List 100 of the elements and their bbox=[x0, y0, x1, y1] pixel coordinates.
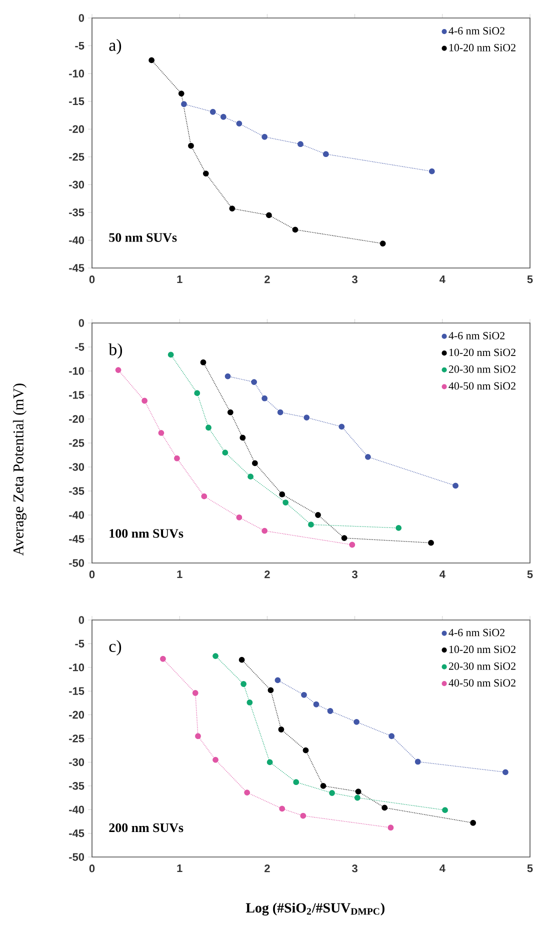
x-tick-label: 4 bbox=[440, 276, 446, 284]
annotation: c) bbox=[109, 640, 122, 656]
point bbox=[502, 769, 508, 776]
point bbox=[252, 460, 258, 466]
point bbox=[262, 528, 268, 534]
point bbox=[442, 807, 448, 814]
legend-label: 10-20 nm SiO2 bbox=[449, 44, 516, 52]
point bbox=[315, 512, 321, 518]
point bbox=[278, 726, 284, 732]
point bbox=[329, 790, 335, 796]
point bbox=[212, 653, 218, 659]
y-tick-label: -40 bbox=[69, 806, 84, 814]
y-tick-label: -30 bbox=[69, 758, 84, 766]
point bbox=[148, 57, 155, 64]
point bbox=[194, 390, 200, 396]
point bbox=[292, 226, 298, 233]
point bbox=[396, 525, 402, 531]
point bbox=[262, 395, 268, 402]
point bbox=[220, 114, 226, 120]
point bbox=[354, 794, 360, 801]
x-tick-label: 3 bbox=[352, 570, 358, 578]
point bbox=[266, 759, 273, 766]
point bbox=[142, 398, 148, 404]
point bbox=[244, 790, 250, 796]
point bbox=[364, 454, 371, 460]
annotation: 200 nm SUVs bbox=[109, 823, 184, 832]
y-tick-label: -50 bbox=[69, 853, 84, 861]
y-tick-label: 0 bbox=[78, 14, 84, 22]
point bbox=[322, 151, 329, 158]
x-tick-label: 3 bbox=[352, 276, 358, 284]
x-tick-label: 5 bbox=[527, 570, 533, 578]
point bbox=[279, 491, 286, 498]
y-tick-label: 0 bbox=[78, 616, 84, 624]
x-tick-label: 5 bbox=[527, 276, 533, 284]
point bbox=[349, 542, 356, 548]
point bbox=[428, 168, 435, 174]
annotation: 100 nm SUVs bbox=[110, 529, 184, 538]
point bbox=[304, 414, 310, 421]
point bbox=[388, 824, 394, 831]
point bbox=[277, 409, 284, 416]
x-tick-label: 0 bbox=[89, 864, 95, 872]
y-tick-label: -45 bbox=[69, 829, 84, 838]
y-tick-label: -10 bbox=[69, 367, 84, 375]
point bbox=[236, 514, 242, 520]
point bbox=[188, 142, 194, 149]
point bbox=[327, 708, 334, 714]
y-tick-label: -45 bbox=[69, 264, 84, 272]
y-tick-label: -20 bbox=[69, 125, 84, 133]
point bbox=[168, 352, 174, 358]
x-tick-label: 2 bbox=[264, 864, 270, 872]
point bbox=[238, 656, 245, 663]
point bbox=[212, 756, 218, 763]
point bbox=[240, 681, 246, 687]
point bbox=[227, 409, 234, 416]
y-tick-label: -5 bbox=[75, 42, 84, 50]
point bbox=[282, 500, 289, 506]
point bbox=[181, 101, 187, 108]
point bbox=[301, 692, 307, 698]
point bbox=[200, 359, 206, 366]
x-tick-label: 3 bbox=[352, 864, 358, 872]
point bbox=[160, 656, 166, 662]
annotation: 50 nm SUVs bbox=[109, 233, 177, 242]
annotation: b) bbox=[108, 343, 122, 359]
point bbox=[192, 690, 198, 696]
point bbox=[195, 733, 201, 740]
y-tick-label: -15 bbox=[69, 687, 84, 695]
legend-label: 40-50 nm SiO2 bbox=[448, 679, 516, 687]
point bbox=[308, 522, 314, 528]
y-tick-label: -40 bbox=[69, 236, 84, 244]
x-tick-label: 4 bbox=[440, 864, 446, 872]
legend-label: 4-6 nm SiO2 bbox=[448, 332, 504, 340]
legend-label: 4-6 nm SiO2 bbox=[448, 628, 504, 636]
point bbox=[210, 108, 216, 115]
y-tick-label: -30 bbox=[69, 180, 84, 189]
y-tick-label: -10 bbox=[69, 70, 84, 78]
point bbox=[248, 474, 254, 480]
x-tick-label: 2 bbox=[264, 276, 270, 284]
point bbox=[240, 434, 246, 441]
point bbox=[414, 758, 421, 765]
y-tick-label: -30 bbox=[69, 463, 84, 471]
point bbox=[178, 90, 184, 96]
x-axis-title: Log (#SiO$_{2}$/#SUV$_{DMPC}$) bbox=[246, 902, 384, 916]
y-tick-label: -20 bbox=[69, 710, 84, 719]
point bbox=[298, 141, 304, 148]
point bbox=[354, 718, 360, 725]
point bbox=[300, 812, 306, 819]
y-tick-label: -5 bbox=[75, 640, 84, 648]
y-tick-label: -25 bbox=[69, 439, 84, 447]
y-tick-label: -35 bbox=[69, 208, 84, 216]
point bbox=[224, 373, 231, 380]
legend-label: 40-50 nm SiO2 bbox=[448, 382, 516, 390]
point bbox=[158, 430, 164, 436]
y-tick-label: -50 bbox=[69, 559, 84, 567]
point bbox=[115, 367, 122, 373]
point bbox=[246, 700, 253, 706]
x-tick-label: 5 bbox=[527, 864, 533, 872]
point bbox=[302, 747, 309, 754]
y-tick-label: -25 bbox=[69, 734, 84, 742]
point bbox=[341, 535, 348, 541]
point bbox=[355, 788, 362, 795]
